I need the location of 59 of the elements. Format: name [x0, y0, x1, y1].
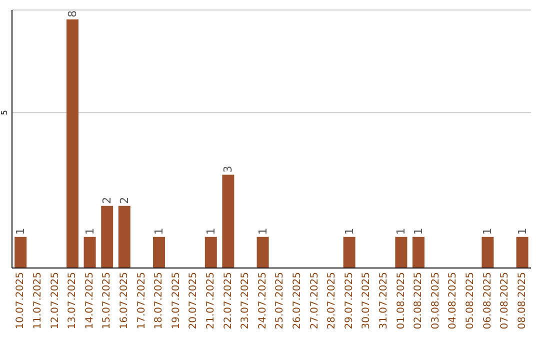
- x-tick-label: 23.07.2025: [240, 272, 252, 330]
- bar: [152, 236, 165, 268]
- data-label: 1: [516, 228, 529, 235]
- x-tick-label: 28.07.2025: [326, 272, 338, 330]
- data-label: 3: [222, 166, 235, 173]
- data-label: 1: [412, 228, 425, 235]
- x-tick-label: 10.07.2025: [15, 272, 26, 330]
- x-tick-label: 12.07.2025: [50, 272, 61, 330]
- bar: [343, 236, 356, 268]
- data-label: 1: [83, 228, 96, 235]
- x-tick-label: 25.07.2025: [274, 272, 286, 330]
- data-label: 1: [14, 228, 28, 235]
- x-tick-label: 14.07.2025: [84, 272, 96, 330]
- bar: [222, 174, 234, 268]
- x-tick-label: 21.07.2025: [205, 272, 216, 330]
- x-tick-label: 08.08.2025: [516, 272, 528, 330]
- x-tick-label: 13.07.2025: [67, 272, 78, 330]
- data-label: 2: [118, 196, 131, 204]
- data-label: 8: [66, 10, 79, 18]
- bar: [395, 236, 408, 268]
- x-tick-label: 22.07.2025: [222, 272, 234, 330]
- x-tick-label: 24.07.2025: [257, 272, 268, 330]
- x-tick-label: 19.07.2025: [170, 272, 182, 330]
- x-tick-label: 29.07.2025: [344, 272, 355, 330]
- bar: [14, 236, 27, 268]
- x-tick-label: 27.07.2025: [309, 272, 320, 330]
- x-tick-label: 17.07.2025: [136, 272, 148, 330]
- bar: [516, 236, 528, 268]
- y-tick-label: 5: [0, 110, 9, 116]
- x-tick-label: 16.07.2025: [118, 272, 130, 330]
- bar: [256, 236, 269, 268]
- x-tick-label: 07.08.2025: [500, 272, 511, 330]
- x-tick-label: 01.08.2025: [396, 272, 407, 330]
- data-label: 1: [204, 228, 218, 235]
- x-tick-label: 18.07.2025: [154, 272, 165, 330]
- bar: [482, 236, 494, 268]
- x-tick-label: 26.07.2025: [292, 272, 303, 330]
- x-tick-label: 02.08.2025: [413, 272, 424, 330]
- bar: [84, 236, 96, 268]
- data-label: 2: [100, 196, 114, 204]
- x-tick-label: 15.07.2025: [102, 272, 113, 330]
- data-label: 1: [342, 228, 356, 235]
- data-label: 1: [256, 228, 270, 235]
- data-label: 1: [394, 228, 408, 235]
- data-label: 1: [152, 228, 166, 235]
- x-tick-label: 05.08.2025: [464, 272, 476, 330]
- bar: [66, 19, 78, 268]
- bar: [204, 236, 217, 268]
- x-tick-label: 31.07.2025: [378, 272, 390, 330]
- x-tick-label: 20.07.2025: [188, 272, 200, 330]
- x-tick-label: 03.08.2025: [430, 272, 442, 330]
- x-tick-label: 11.07.2025: [32, 272, 44, 330]
- bar: [412, 236, 424, 268]
- data-label: 1: [481, 228, 494, 235]
- bar: [101, 206, 114, 268]
- x-tick-label: 06.08.2025: [482, 272, 494, 330]
- x-tick-label: 04.08.2025: [448, 272, 459, 330]
- x-tick-label: 30.07.2025: [361, 272, 372, 330]
- bar: [118, 206, 130, 268]
